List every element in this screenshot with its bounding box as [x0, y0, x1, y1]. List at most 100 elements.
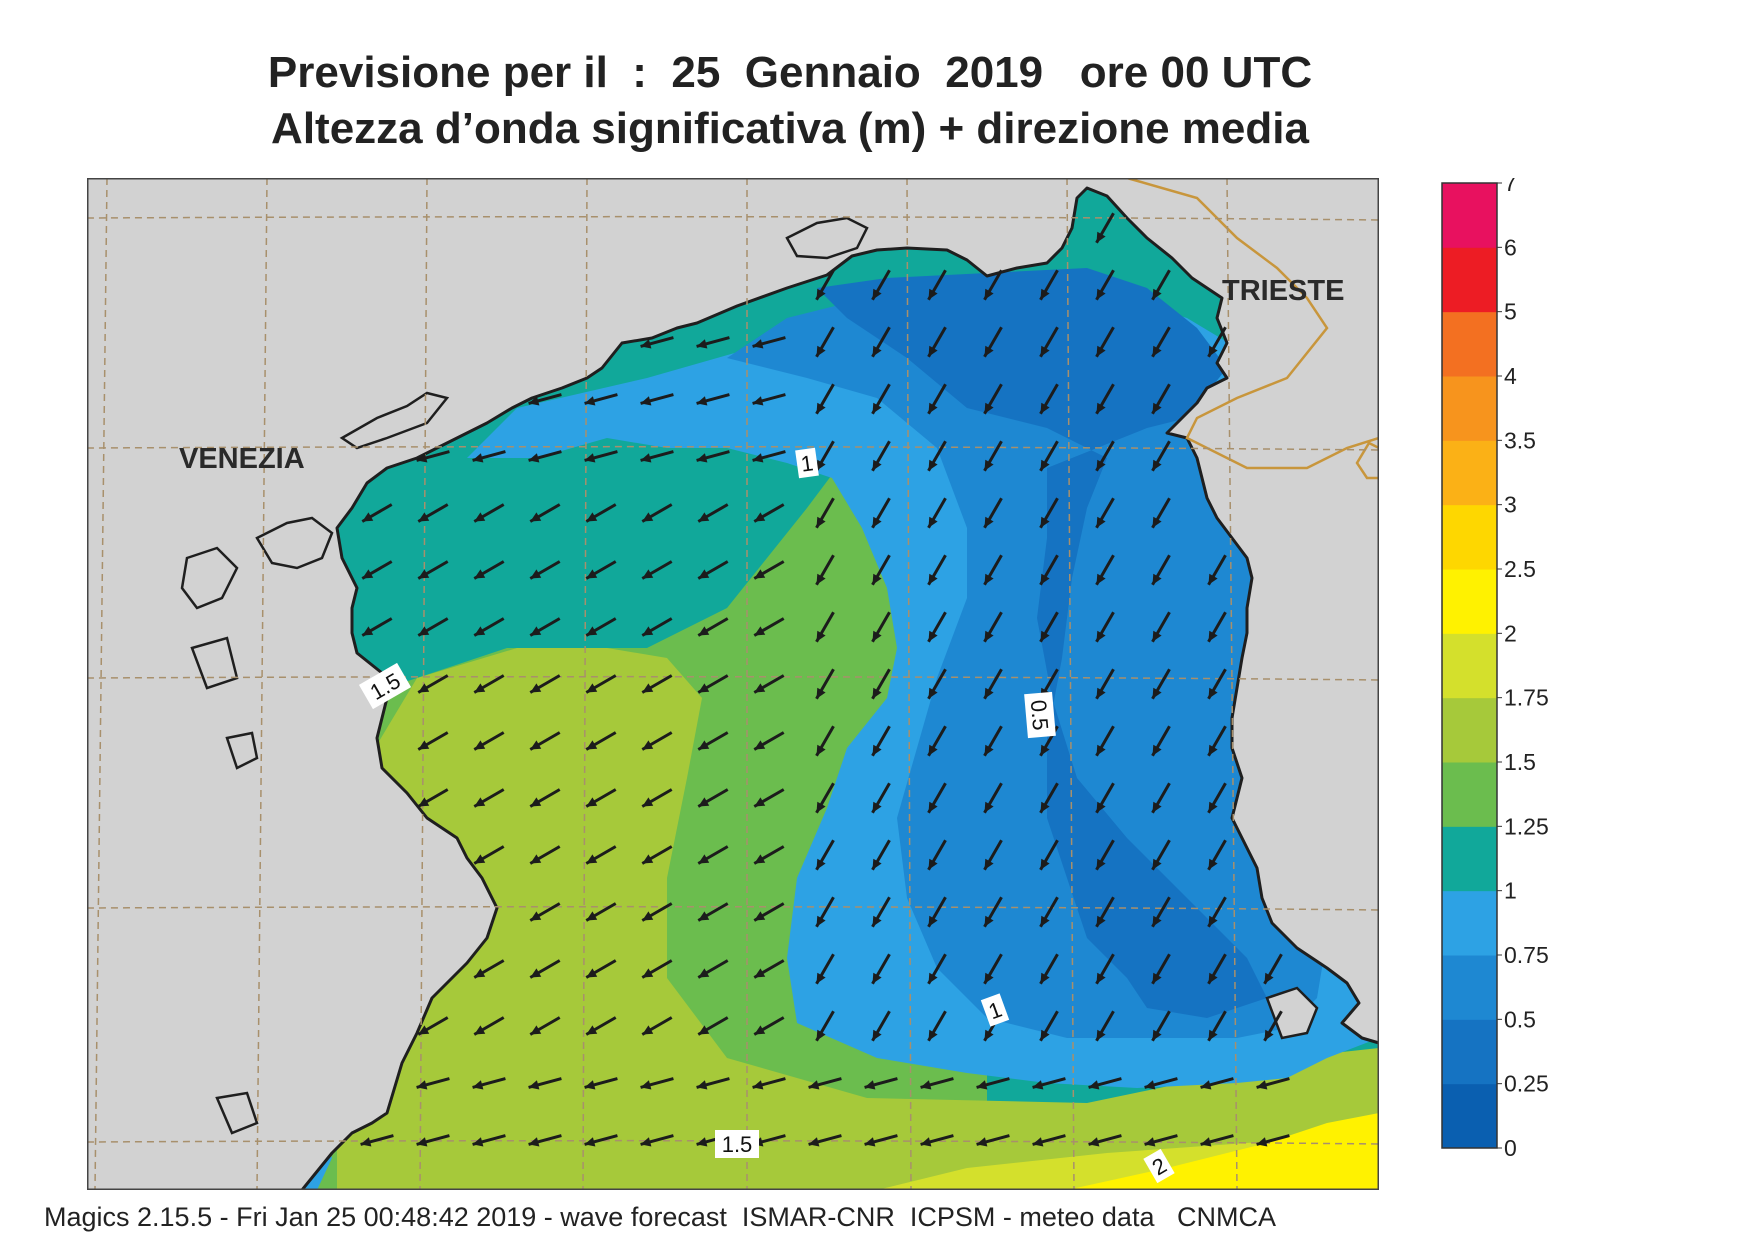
- direction-arrow: [585, 902, 617, 922]
- direction-arrow: [1207, 725, 1227, 757]
- direction-arrow: [1095, 1010, 1115, 1042]
- lagoon-outlines: [180, 216, 1319, 1135]
- direction-arrow: [1151, 611, 1171, 643]
- direction-arrow: [528, 393, 562, 406]
- direction-arrow: [927, 554, 947, 586]
- contour-label-1a: 1: [795, 447, 819, 479]
- colorbar-band: [1442, 762, 1497, 827]
- direction-arrow: [697, 788, 729, 808]
- direction-arrow: [753, 503, 785, 523]
- direction-arrow: [1207, 782, 1227, 814]
- direction-arrow: [529, 902, 561, 922]
- colorbar-frame: [1441, 182, 1498, 1149]
- direction-arrow: [927, 326, 947, 358]
- direction-arrow: [983, 326, 1003, 358]
- direction-arrow: [529, 959, 561, 979]
- colorbar-label: 0: [1504, 1135, 1517, 1158]
- direction-arrow: [640, 393, 674, 406]
- direction-arrow: [983, 554, 1003, 586]
- direction-arrow: [1039, 953, 1059, 985]
- colorbar-label: 1.5: [1504, 749, 1536, 775]
- direction-arrow: [529, 560, 561, 580]
- direction-arrow: [1151, 782, 1171, 814]
- direction-arrow: [815, 725, 835, 757]
- direction-arrow: [472, 1134, 506, 1147]
- direction-arrow: [1039, 782, 1059, 814]
- direction-arrow: [1263, 953, 1283, 985]
- direction-arrow: [696, 393, 730, 406]
- direction-arrow: [473, 503, 505, 523]
- direction-arrow: [753, 959, 785, 979]
- colorbar-band: [1442, 504, 1497, 570]
- direction-arrow: [417, 788, 449, 808]
- direction-arrow: [696, 450, 730, 463]
- direction-arrow: [1151, 839, 1171, 871]
- coastline: [300, 186, 1379, 1190]
- direction-arrow: [1151, 554, 1171, 586]
- city-label-venezia: VENEZIA: [179, 443, 305, 475]
- direction-arrow: [416, 1134, 450, 1147]
- direction-arrow: [983, 725, 1003, 757]
- direction-arrow: [871, 896, 891, 928]
- direction-arrow: [584, 1077, 618, 1090]
- direction-arrow: [641, 902, 673, 922]
- direction-arrow: [697, 902, 729, 922]
- direction-arrow: [1207, 1010, 1227, 1042]
- direction-arrow: [417, 674, 449, 694]
- direction-arrow: [927, 782, 947, 814]
- direction-arrow: [641, 674, 673, 694]
- direction-arrow: [1039, 1010, 1059, 1042]
- direction-arrow: [1207, 326, 1227, 358]
- direction-arrow: [697, 617, 729, 637]
- colorbar-band: [1442, 633, 1497, 699]
- direction-arrow: [1095, 554, 1115, 586]
- direction-arrow: [753, 788, 785, 808]
- direction-arrow: [697, 731, 729, 751]
- title-line-2: Altezza d’onda significativa (m) + direz…: [271, 104, 1309, 153]
- direction-arrow: [585, 617, 617, 637]
- direction-arrow: [1039, 839, 1059, 871]
- contour-label-1.5b: 1.5: [715, 1130, 759, 1158]
- direction-arrow: [529, 845, 561, 865]
- direction-arrow: [983, 668, 1003, 700]
- direction-arrow: [927, 611, 947, 643]
- direction-arrow: [976, 1077, 1010, 1090]
- contour-label-0.5: 0.5: [1024, 691, 1056, 739]
- direction-arrow: [808, 1134, 842, 1147]
- direction-arrow: [696, 336, 730, 349]
- direction-arrow: [1095, 383, 1115, 415]
- direction-arrow: [585, 503, 617, 523]
- direction-arrow: [815, 497, 835, 529]
- colorbar-band: [1442, 183, 1497, 248]
- direction-arrow: [1095, 953, 1115, 985]
- direction-arrow: [864, 1077, 898, 1090]
- direction-arrow: [753, 731, 785, 751]
- direction-arrow: [361, 617, 393, 637]
- direction-arrow: [1207, 953, 1227, 985]
- direction-arrow: [871, 668, 891, 700]
- direction-arrow: [1151, 383, 1171, 415]
- direction-arrow: [416, 450, 450, 463]
- direction-arrow: [1095, 611, 1115, 643]
- direction-arrow: [697, 1016, 729, 1036]
- direction-arrow: [927, 725, 947, 757]
- direction-arrow: [473, 845, 505, 865]
- direction-arrow: [752, 450, 786, 463]
- colorbar-band: [1442, 440, 1497, 506]
- direction-arrow: [1207, 839, 1227, 871]
- direction-arrow: [1095, 668, 1115, 700]
- direction-arrow: [871, 383, 891, 415]
- direction-arrow: [1095, 725, 1115, 757]
- direction-arrow: [983, 383, 1003, 415]
- direction-arrow: [753, 617, 785, 637]
- colorbar-label: 1.25: [1504, 813, 1549, 839]
- direction-arrow: [1039, 440, 1059, 472]
- colorbar-band: [1442, 890, 1497, 956]
- direction-arrow: [1144, 1077, 1178, 1090]
- direction-arrow: [871, 269, 891, 301]
- direction-arrow: [528, 1077, 562, 1090]
- direction-arrow: [1151, 497, 1171, 529]
- direction-arrow: [1039, 896, 1059, 928]
- direction-arrow: [473, 788, 505, 808]
- direction-arrow: [585, 788, 617, 808]
